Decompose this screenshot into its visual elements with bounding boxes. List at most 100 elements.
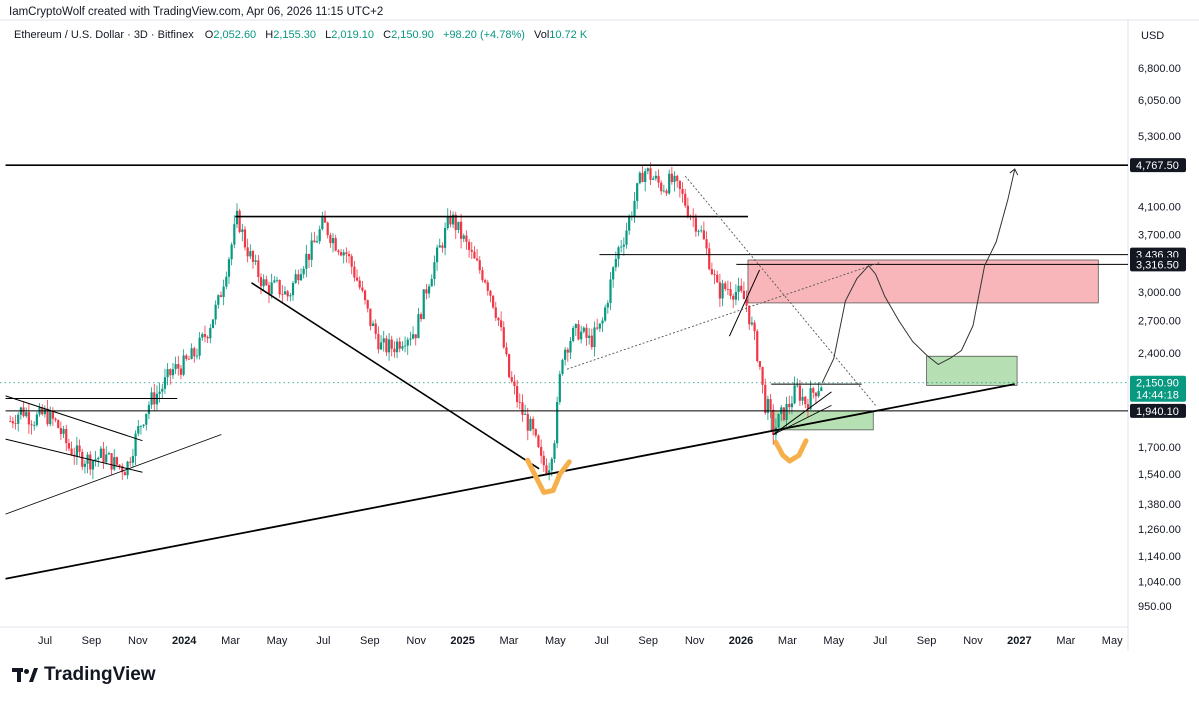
open-value: 2,052.60: [213, 29, 257, 41]
candle-body: [166, 369, 169, 378]
candle-body: [121, 466, 124, 473]
candle-body: [572, 327, 575, 341]
x-tick-label: Jul: [595, 635, 609, 647]
y-tick-label: 5,300.00: [1138, 131, 1181, 143]
candle-body: [187, 358, 191, 360]
zone-0: [747, 259, 1099, 304]
candle-body: [262, 279, 265, 287]
candle-body: [361, 287, 364, 291]
candle-body: [561, 359, 564, 375]
candle-body: [516, 386, 519, 403]
candle-body: [478, 260, 481, 271]
candle-body: [33, 425, 36, 426]
candle-body: [313, 240, 316, 243]
candle-body: [190, 348, 193, 360]
symbol-title[interactable]: Ethereum / U.S. Dollar · 3D · Bitfinex: [14, 29, 194, 41]
candle-body: [91, 460, 95, 470]
trendline-5: [728, 269, 761, 337]
candle-body: [708, 248, 711, 270]
candle-body: [673, 175, 676, 183]
candle-body: [366, 300, 369, 309]
candle-body: [425, 289, 428, 294]
candle-body: [299, 274, 303, 281]
candle-body: [758, 361, 762, 367]
candle-body: [142, 424, 145, 427]
candle-body: [43, 408, 46, 415]
candle-body: [323, 217, 327, 223]
x-tick-label: Sep: [360, 635, 380, 647]
candle-body: [246, 247, 249, 257]
candle-body: [451, 214, 455, 225]
candle-body: [105, 454, 108, 463]
candle-body: [465, 235, 468, 242]
candle-body: [734, 291, 737, 300]
candle-body: [598, 323, 601, 329]
tradingview-logo: TradingView: [12, 664, 156, 686]
candle-body: [25, 412, 28, 417]
candle-body: [294, 274, 297, 283]
candle-body: [774, 427, 778, 436]
candle-body: [526, 413, 529, 431]
candle-body: [11, 421, 14, 424]
candle-body: [788, 403, 791, 408]
candle-body: [654, 175, 657, 179]
candle-body: [521, 402, 524, 415]
candle-body: [620, 246, 623, 248]
candle-body: [580, 331, 583, 340]
candle-body: [649, 168, 652, 180]
candle-body: [329, 235, 332, 244]
candle-body: [305, 253, 308, 269]
candle-body: [81, 451, 84, 467]
candle-body: [9, 420, 12, 422]
candle-body: [502, 327, 505, 348]
x-tick-label: Nov: [963, 635, 983, 647]
candle-body: [729, 289, 732, 296]
candle-body: [342, 252, 345, 256]
open-label: O: [204, 29, 214, 41]
candle-body: [259, 277, 263, 287]
candle-body: [569, 340, 572, 353]
candle-body: [804, 396, 807, 405]
low-label: L: [325, 29, 332, 41]
candle-body: [686, 205, 689, 217]
candle-body: [350, 256, 353, 267]
trendline-3: [5, 438, 143, 473]
price-label: 1,940.10: [1136, 406, 1179, 418]
candle-body: [454, 214, 457, 231]
candle-body: [118, 464, 121, 467]
candle-body: [379, 342, 383, 350]
candle-body: [462, 235, 465, 239]
x-tick-label: Nov: [128, 635, 148, 647]
candle-body: [179, 368, 183, 375]
candle-body: [721, 283, 724, 299]
candle-body: [513, 381, 516, 387]
tradingview-logo-icon: [12, 668, 38, 682]
candle-body: [374, 323, 377, 334]
candle-body: [593, 327, 596, 348]
candle-body: [403, 345, 407, 347]
candle-body: [65, 428, 68, 444]
candle-body: [385, 338, 388, 353]
candle-body: [158, 391, 161, 394]
candle-body: [321, 217, 324, 230]
candle-body: [49, 411, 52, 425]
candle-body: [97, 457, 100, 460]
candle-body: [540, 447, 543, 456]
candle-body: [433, 262, 436, 279]
price-label: 4,767.50: [1136, 160, 1179, 172]
candle-body: [529, 418, 532, 431]
candle-body: [577, 324, 580, 340]
x-tick-label: May: [267, 635, 288, 647]
candles: [9, 162, 823, 481]
candle-body: [185, 355, 188, 359]
candle-body: [134, 433, 137, 457]
candle-body: [724, 283, 727, 289]
candle-body: [289, 295, 292, 297]
candle-body: [358, 280, 361, 288]
candle-body: [222, 286, 225, 297]
candle-body: [214, 304, 217, 320]
y-tick-label: 4,100.00: [1138, 201, 1181, 213]
close-label: C: [383, 29, 392, 41]
y-tick-label: 1,700.00: [1138, 442, 1181, 454]
